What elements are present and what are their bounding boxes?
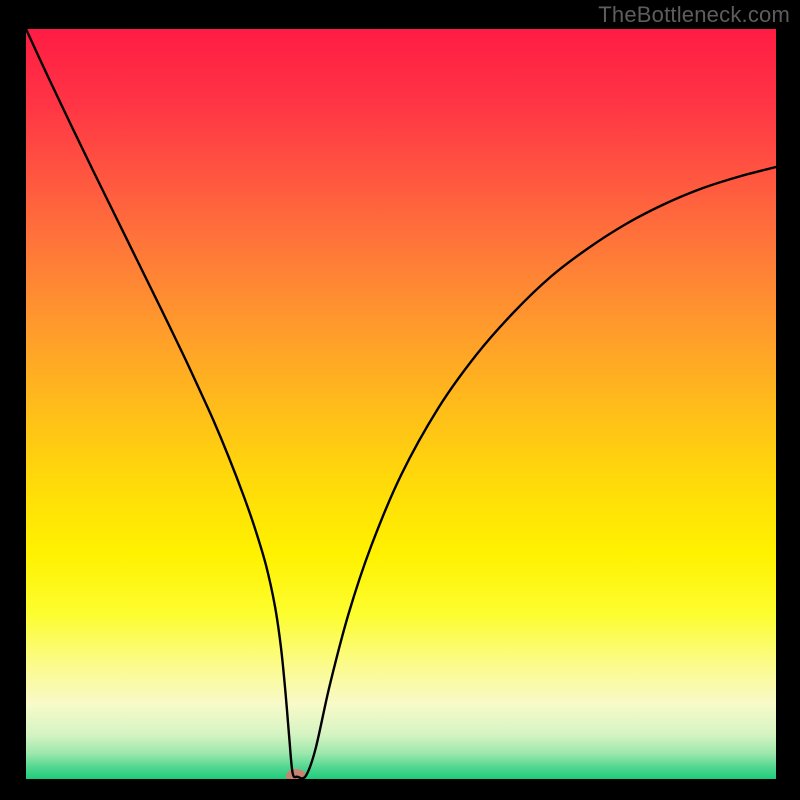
- curve-layer: [26, 29, 776, 779]
- chart-frame: TheBottleneck.com: [0, 0, 800, 800]
- plot-area: [26, 29, 776, 779]
- bottleneck-curve: [26, 29, 776, 778]
- watermark-text: TheBottleneck.com: [598, 2, 790, 28]
